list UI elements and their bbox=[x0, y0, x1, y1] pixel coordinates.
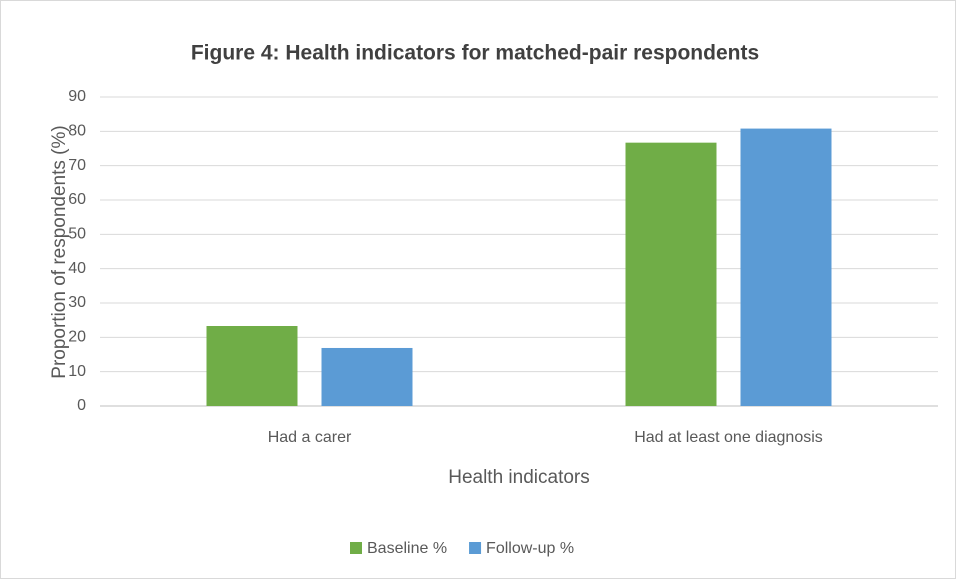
y-tick-label: 10 bbox=[68, 363, 86, 380]
y-tick-label: 70 bbox=[68, 157, 86, 174]
y-tick-label: 90 bbox=[68, 88, 86, 105]
y-tick-label: 20 bbox=[68, 329, 86, 346]
legend-label: Follow-up % bbox=[486, 540, 574, 557]
y-tick-label: 30 bbox=[68, 294, 86, 311]
chart-title: Figure 4: Health indicators for matched-… bbox=[191, 42, 759, 65]
y-tick-label: 0 bbox=[77, 397, 86, 414]
bar bbox=[740, 128, 832, 406]
y-tick-label: 50 bbox=[68, 226, 86, 243]
legend-swatch bbox=[350, 542, 362, 554]
legend-label: Baseline % bbox=[367, 540, 447, 557]
bar bbox=[206, 326, 298, 406]
legend-swatch bbox=[469, 542, 482, 554]
y-tick-label: 40 bbox=[68, 260, 86, 277]
y-tick-label: 80 bbox=[68, 123, 86, 140]
y-axis-title: Proportion of respondents (%) bbox=[49, 125, 70, 378]
bar bbox=[625, 142, 717, 406]
x-tick-label: Had at least one diagnosis bbox=[634, 429, 823, 446]
y-tick-label: 60 bbox=[68, 191, 86, 208]
x-axis-title: Health indicators bbox=[448, 467, 590, 488]
bar bbox=[321, 347, 413, 406]
x-tick-label: Had a carer bbox=[268, 429, 352, 446]
